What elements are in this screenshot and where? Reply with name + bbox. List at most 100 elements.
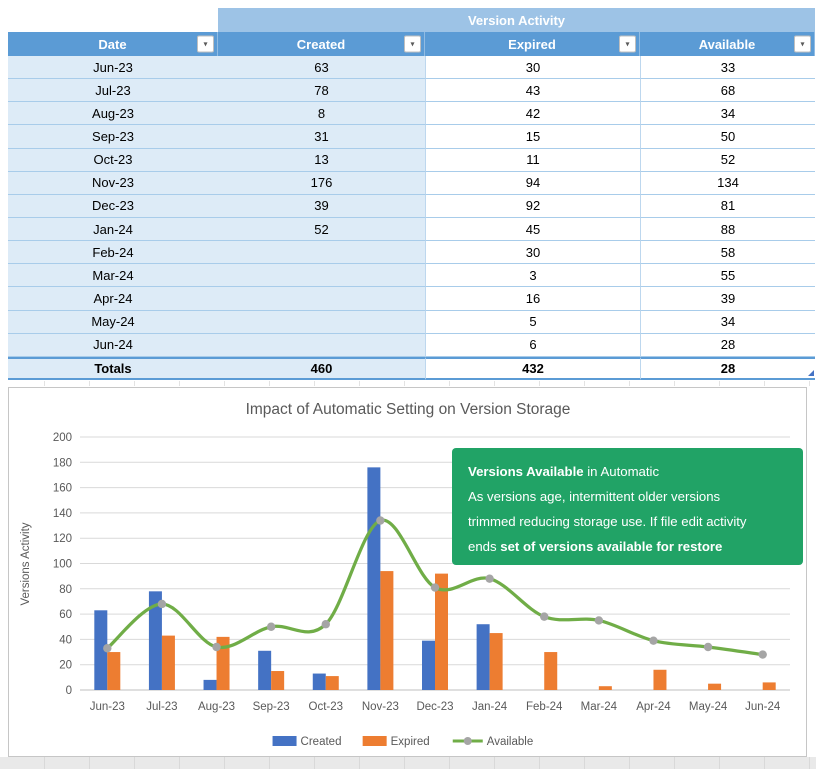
cell-expired[interactable]: 11 — [425, 148, 640, 172]
cell-created[interactable] — [218, 241, 425, 265]
cell-created[interactable]: 13 — [218, 148, 425, 172]
cell-date[interactable]: Oct-23 — [8, 148, 218, 172]
cell-expired[interactable]: 3 — [425, 264, 640, 288]
y-tick-label: 180 — [53, 457, 72, 469]
chart-canvas: Impact of Automatic Setting on Version S… — [20, 401, 803, 748]
y-tick-label: 20 — [59, 660, 72, 672]
y-tick-label: 100 — [53, 559, 72, 571]
banner-empty-cell[interactable] — [8, 8, 218, 32]
cell-expired[interactable]: 30 — [425, 241, 640, 265]
cell-available[interactable]: 81 — [640, 194, 815, 218]
cell-expired[interactable]: 6 — [425, 333, 640, 357]
cell-available[interactable]: 28 — [640, 333, 815, 357]
cell-date[interactable]: Jul-23 — [8, 79, 218, 103]
cell-expired[interactable]: 92 — [425, 194, 640, 218]
cell-available[interactable]: 52 — [640, 148, 815, 172]
annotation-line: Versions Available in Automatic — [468, 464, 659, 479]
cell-expired[interactable]: 43 — [425, 79, 640, 103]
cell-expired[interactable]: 42 — [425, 102, 640, 126]
annotation-line: As versions age, intermittent older vers… — [468, 489, 721, 504]
totals-row: Totals 460 432 28 — [8, 356, 815, 381]
table-row: Dec-23 39 92 81 — [8, 194, 815, 218]
cell-available[interactable]: 68 — [640, 79, 815, 103]
line-marker — [376, 516, 385, 525]
sheet-gridline-strip-bottom — [0, 757, 816, 769]
cell-totals-label[interactable]: Totals — [8, 356, 218, 381]
version-activity-table: Version Activity Date ▾ Created ▾ Expire… — [8, 8, 815, 381]
cell-totals-expired[interactable]: 432 — [425, 356, 640, 381]
table-row: Apr-24 16 39 — [8, 287, 815, 311]
cell-expired[interactable]: 30 — [425, 56, 640, 80]
cell-available[interactable]: 55 — [640, 264, 815, 288]
cell-expired[interactable]: 15 — [425, 125, 640, 149]
table-banner-row: Version Activity — [8, 8, 815, 32]
header-date-label: Date — [98, 36, 127, 52]
header-available[interactable]: Available ▾ — [640, 32, 815, 56]
bar-created — [422, 640, 435, 690]
cell-date[interactable]: Dec-23 — [8, 194, 218, 218]
cell-available[interactable]: 39 — [640, 287, 815, 311]
cell-date[interactable]: Mar-24 — [8, 264, 218, 288]
cell-created[interactable]: 78 — [218, 79, 425, 103]
cell-expired[interactable]: 5 — [425, 310, 640, 334]
cell-date[interactable]: Jun-23 — [8, 56, 218, 80]
cell-date[interactable]: Feb-24 — [8, 241, 218, 265]
cell-date[interactable]: Sep-23 — [8, 125, 218, 149]
filter-button-available[interactable]: ▾ — [794, 35, 811, 53]
cell-created[interactable]: 31 — [218, 125, 425, 149]
version-storage-chart[interactable]: Impact of Automatic Setting on Version S… — [8, 387, 807, 757]
cell-created[interactable]: 52 — [218, 217, 425, 242]
y-tick-label: 160 — [53, 483, 72, 495]
table-row: Aug-23 8 42 34 — [8, 102, 815, 126]
cell-available[interactable]: 34 — [640, 102, 815, 126]
filter-icon: ▾ — [625, 39, 630, 49]
cell-available[interactable]: 33 — [640, 56, 815, 80]
table-banner[interactable]: Version Activity — [218, 8, 815, 32]
cell-available[interactable]: 34 — [640, 310, 815, 334]
header-created[interactable]: Created ▾ — [218, 32, 425, 56]
cell-date[interactable]: Aug-23 — [8, 102, 218, 126]
cell-created[interactable] — [218, 310, 425, 334]
cell-created[interactable]: 39 — [218, 194, 425, 218]
cell-created[interactable] — [218, 333, 425, 357]
line-marker — [649, 636, 658, 645]
y-axis-title: Versions Activity — [20, 522, 32, 605]
cell-date[interactable]: Jan-24 — [8, 217, 218, 242]
cell-date[interactable]: Jun-24 — [8, 333, 218, 357]
x-tick-label: Mar-24 — [581, 701, 618, 713]
x-tick-label: Dec-23 — [416, 701, 453, 713]
filter-button-expired[interactable]: ▾ — [619, 35, 636, 53]
cell-available[interactable]: 88 — [640, 217, 815, 242]
line-marker — [758, 650, 767, 659]
cell-created[interactable]: 176 — [218, 171, 425, 195]
table-row: Nov-23 176 94 134 — [8, 171, 815, 195]
line-marker — [266, 622, 276, 631]
filter-button-created[interactable]: ▾ — [404, 35, 421, 53]
line-marker — [540, 612, 549, 621]
table-resize-handle[interactable] — [808, 370, 814, 377]
cell-date[interactable]: May-24 — [8, 310, 218, 334]
cell-available[interactable]: 58 — [640, 241, 815, 265]
x-tick-label: Nov-23 — [362, 701, 399, 713]
cell-created[interactable] — [218, 264, 425, 288]
cell-available[interactable]: 50 — [640, 125, 815, 149]
cell-expired[interactable]: 94 — [425, 171, 640, 195]
bar-created — [367, 467, 381, 690]
cell-created[interactable]: 8 — [218, 102, 425, 126]
table-row: Feb-24 30 58 — [8, 241, 815, 265]
cell-totals-created[interactable]: 460 — [218, 356, 425, 381]
x-tick-label: Aug-23 — [198, 701, 235, 713]
bar-created — [258, 650, 272, 690]
header-expired[interactable]: Expired ▾ — [425, 32, 640, 56]
cell-date[interactable]: Apr-24 — [8, 287, 218, 311]
cell-created[interactable] — [218, 287, 425, 311]
cell-expired[interactable]: 45 — [425, 217, 640, 242]
header-date[interactable]: Date ▾ — [8, 32, 218, 56]
cell-totals-available[interactable]: 28 — [640, 356, 815, 381]
bar-expired — [435, 573, 448, 690]
cell-available[interactable]: 134 — [640, 171, 815, 195]
cell-expired[interactable]: 16 — [425, 287, 640, 311]
cell-created[interactable]: 63 — [218, 56, 425, 80]
cell-date[interactable]: Nov-23 — [8, 171, 218, 195]
filter-button-date[interactable]: ▾ — [197, 35, 214, 53]
